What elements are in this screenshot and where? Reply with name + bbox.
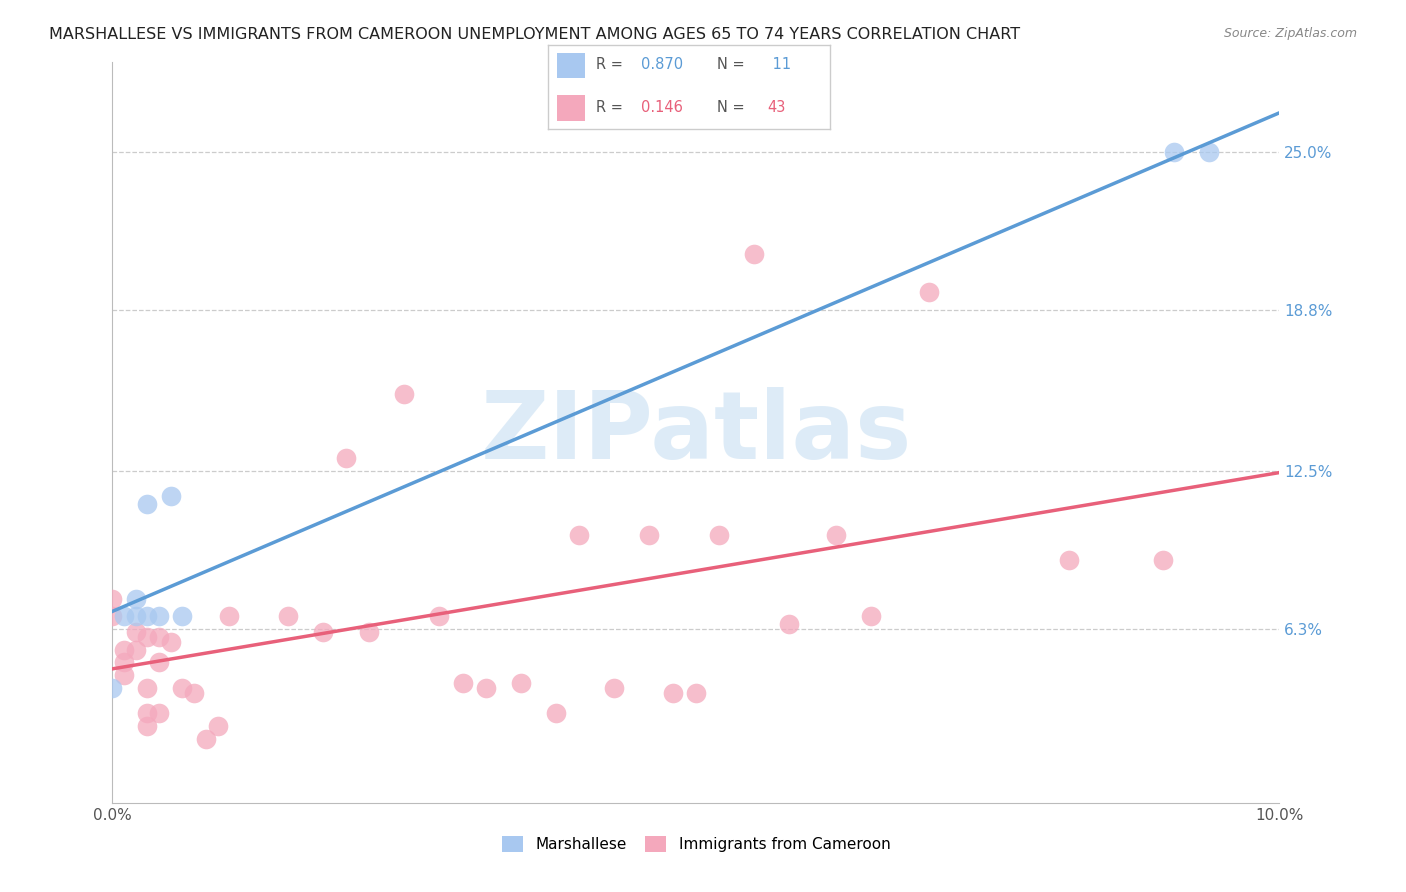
Point: [918, 285, 941, 300]
FancyBboxPatch shape: [557, 95, 585, 120]
Point: [475, 681, 498, 695]
Point: [136, 630, 159, 644]
Point: [125, 609, 148, 624]
Point: [172, 681, 194, 695]
Text: 43: 43: [768, 100, 786, 115]
Point: [112, 668, 135, 682]
Point: [136, 681, 159, 695]
Point: [685, 686, 707, 700]
Point: [709, 527, 731, 541]
Point: [1059, 553, 1081, 567]
Text: N =: N =: [717, 100, 745, 115]
FancyBboxPatch shape: [557, 54, 585, 78]
Point: [148, 609, 170, 624]
Text: R =: R =: [596, 100, 623, 115]
Point: [825, 527, 848, 541]
Point: [778, 617, 800, 632]
Point: [509, 675, 531, 690]
Point: [427, 609, 450, 624]
Point: [125, 642, 148, 657]
Point: [148, 656, 170, 670]
Point: [860, 609, 883, 624]
Point: [638, 527, 661, 541]
Point: [451, 675, 474, 690]
Point: [218, 609, 240, 624]
Point: [112, 609, 135, 624]
Point: [101, 591, 124, 606]
Point: [125, 591, 148, 606]
Text: Source: ZipAtlas.com: Source: ZipAtlas.com: [1223, 27, 1357, 40]
Text: R =: R =: [596, 57, 623, 72]
Point: [160, 490, 183, 504]
Point: [101, 681, 124, 695]
Legend: Marshallese, Immigrants from Cameroon: Marshallese, Immigrants from Cameroon: [495, 830, 897, 858]
Point: [1152, 553, 1174, 567]
Text: 11: 11: [768, 57, 790, 72]
Point: [160, 635, 183, 649]
Point: [183, 686, 205, 700]
Point: [359, 624, 381, 639]
Point: [148, 706, 170, 721]
Point: [1163, 145, 1185, 159]
Text: MARSHALLESE VS IMMIGRANTS FROM CAMEROON UNEMPLOYMENT AMONG AGES 65 TO 74 YEARS C: MARSHALLESE VS IMMIGRANTS FROM CAMEROON …: [49, 27, 1021, 42]
Point: [172, 609, 194, 624]
Point: [603, 681, 626, 695]
Point: [311, 624, 333, 639]
Point: [101, 609, 124, 624]
Text: N =: N =: [717, 57, 745, 72]
Text: ZIPatlas: ZIPatlas: [481, 386, 911, 479]
Point: [136, 719, 159, 733]
Point: [394, 387, 416, 401]
Point: [125, 624, 148, 639]
Point: [544, 706, 567, 721]
Text: 0.146: 0.146: [641, 100, 683, 115]
Point: [194, 731, 217, 746]
Point: [112, 656, 135, 670]
Point: [136, 706, 159, 721]
Text: 0.870: 0.870: [641, 57, 683, 72]
Point: [335, 451, 357, 466]
Point: [276, 609, 298, 624]
Point: [148, 630, 170, 644]
Point: [742, 247, 765, 261]
Point: [1198, 145, 1220, 159]
Point: [568, 527, 591, 541]
Point: [136, 609, 159, 624]
Point: [661, 686, 683, 700]
Point: [112, 642, 135, 657]
Point: [136, 497, 159, 511]
Point: [207, 719, 229, 733]
